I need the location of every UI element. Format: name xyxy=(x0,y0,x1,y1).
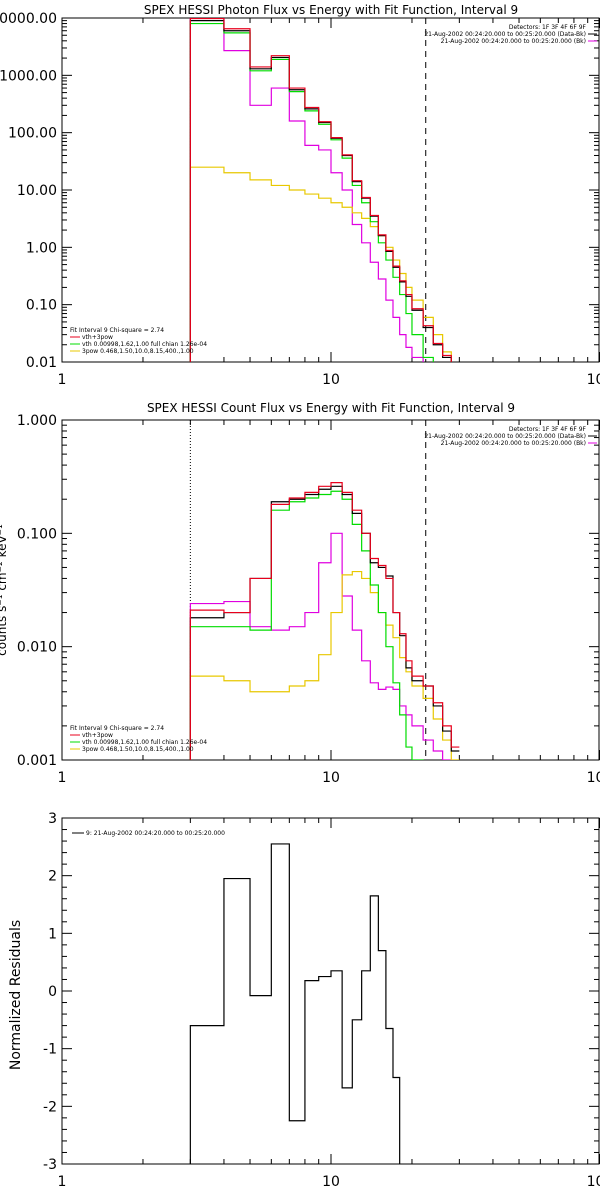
residuals-panel: Normalized Residuals 1101003210-1-2-39: … xyxy=(8,811,600,1190)
legend-right-text: Detectors: 1F 3F 4F 6F 9F xyxy=(509,24,587,31)
y-tick-label: 100.00 xyxy=(8,126,57,142)
series-group xyxy=(189,843,401,1164)
series-data-bk xyxy=(189,20,452,362)
legend-left-text: Fit Interval 9 Chi-square = 2.74 xyxy=(70,327,164,334)
y-tick-label: 0.100 xyxy=(17,526,57,542)
series-vth+3pow xyxy=(189,482,460,760)
x-tick-label: 1 xyxy=(58,770,67,786)
count-panel-ylabel: counts s⁻¹ cm⁻² keV⁻¹ xyxy=(0,524,9,656)
photon-flux-panel: SPEX HESSI Photon Flux vs Energy with Fi… xyxy=(0,3,600,388)
y-tick-label: 1.000 xyxy=(17,413,57,429)
y-tick-label: 0.01 xyxy=(26,355,57,371)
y-tick-label: -3 xyxy=(43,1157,57,1173)
y-tick-label: 0 xyxy=(48,984,57,1000)
y-tick-label: 0.010 xyxy=(17,640,57,656)
legend-left-text: Fit Interval 9 Chi-square = 2.74 xyxy=(70,725,164,732)
plot-frame xyxy=(61,17,600,363)
y-tick-label: 0.10 xyxy=(26,298,57,314)
series-bk xyxy=(189,18,424,362)
series-group xyxy=(189,18,452,362)
plot-frame xyxy=(61,419,600,761)
x-tick-label: 100 xyxy=(587,770,600,786)
series-vth+3pow xyxy=(189,18,452,362)
y-tick-label: 2 xyxy=(48,869,57,885)
y-tick-label: -2 xyxy=(43,1099,57,1115)
y-tick-label: 10.00 xyxy=(17,183,57,199)
photon-panel-title: SPEX HESSI Photon Flux vs Energy with Fi… xyxy=(144,3,518,17)
y-tick-label: -1 xyxy=(43,1042,57,1058)
series-vth xyxy=(189,22,434,362)
y-tick-label: 1.00 xyxy=(26,240,57,256)
y-tick-label: 3 xyxy=(48,811,57,827)
legend-tl-text: 9: 21-Aug-2002 00:24:20.000 to 00:25:20.… xyxy=(86,830,225,837)
x-tick-label: 1 xyxy=(58,1174,67,1190)
legend-left-text: vth 0.00998,1.62,1.00 full chian 1.26e-0… xyxy=(82,739,207,746)
legend-left-text: 3pow 0.468,1.50,10.0,8.15,400.,1.00 xyxy=(82,746,194,753)
legend-right-text: 21-Aug-2002 00:24:20.000 to 00:25:20.000… xyxy=(441,38,586,45)
plot-frame xyxy=(61,817,600,1165)
y-tick-label: 1 xyxy=(48,926,57,942)
series-bk xyxy=(189,532,452,760)
count-panel-title: SPEX HESSI Count Flux vs Energy with Fit… xyxy=(147,401,515,415)
series-vth xyxy=(189,490,424,760)
legend-left-text: 3pow 0.468,1.50,10.0,8.15,400.,1.00 xyxy=(82,348,194,355)
x-tick-label: 10 xyxy=(322,372,340,388)
series-group xyxy=(189,482,460,760)
legend-left-text: vth+3pow xyxy=(82,732,113,739)
y-tick-label: 1000.00 xyxy=(0,68,57,84)
legend-right-text: 21-Aug-2002 00:24:20.000 to 00:25:20.000… xyxy=(424,31,586,38)
series-9: 21-Aug-2002 00:24:20.000 to 00:25:20.000 xyxy=(189,843,401,1164)
x-tick-label: 1 xyxy=(58,372,67,388)
series-data-bk xyxy=(189,485,460,760)
x-tick-label: 10 xyxy=(322,770,340,786)
legend-left-text: vth+3pow xyxy=(82,334,113,341)
x-tick-label: 100 xyxy=(587,372,600,388)
legend-right-text: Detectors: 1F 3F 4F 6F 9F xyxy=(509,426,587,433)
y-tick-label: 0.001 xyxy=(17,753,57,769)
legend-right-text: 21-Aug-2002 00:24:20.000 to 00:25:20.000… xyxy=(424,433,586,440)
legend-right-text: 21-Aug-2002 00:24:20.000 to 00:25:20.000… xyxy=(441,440,586,447)
x-tick-label: 10 xyxy=(322,1174,340,1190)
residuals-ylabel: Normalized Residuals xyxy=(8,920,24,1070)
x-tick-label: 100 xyxy=(587,1174,600,1190)
count-flux-panel: SPEX HESSI Count Flux vs Energy with Fit… xyxy=(0,401,600,786)
series-3pow xyxy=(189,570,460,760)
legend-left-text: vth 0.00998,1.62,1.00 full chian 1.26e-0… xyxy=(82,341,207,348)
